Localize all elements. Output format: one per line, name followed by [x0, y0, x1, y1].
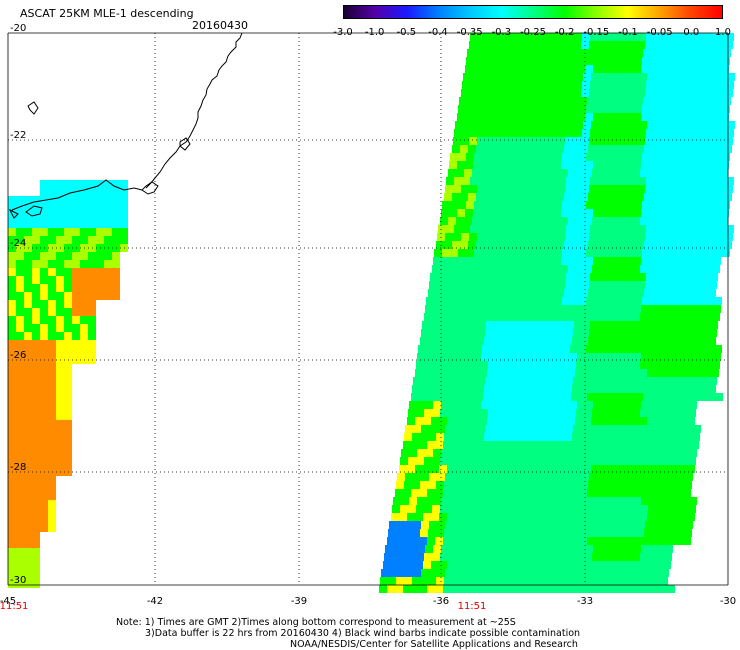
- lon-tick-label: -45: [0, 596, 16, 607]
- map-title: ASCAT 25KM MLE-1 descending: [20, 7, 194, 20]
- colorbar-tick-label: -0.2: [555, 27, 575, 38]
- time-label: 11:51: [458, 601, 487, 612]
- colorbar-tick-label: -0.3: [492, 27, 512, 38]
- coastline-brazil: [145, 32, 243, 189]
- colorbar-tick-label: 1.0: [715, 27, 731, 38]
- lat-tick-label: -26: [10, 350, 26, 361]
- colorbar-tick-label: -0.4: [428, 27, 448, 38]
- colorbar-tick-label: -0.1: [618, 27, 638, 38]
- colorbar-tick-label: -1.0: [365, 27, 385, 38]
- lat-tick-label: -28: [10, 462, 26, 473]
- lon-tick-label: -36: [433, 596, 449, 607]
- coastline-ilha-grande: [8, 205, 43, 219]
- note-line-1: Note: 1) Times are GMT 2)Times along bot…: [116, 617, 516, 628]
- time-label: 11:51: [0, 601, 28, 612]
- swath-right: [379, 33, 735, 593]
- coastline-guanabara: [141, 181, 159, 195]
- coastline-rio: [11, 179, 143, 211]
- note-line-2: 3)Data buffer is 22 hrs from 20160430 4)…: [145, 628, 581, 639]
- colorbar-tick-label: -0.05: [647, 27, 673, 38]
- lon-tick-label: -39: [291, 596, 307, 607]
- colorbar-tick-label: 0.0: [683, 27, 699, 38]
- lat-tick-label: -24: [10, 238, 26, 249]
- colorbar-tick-label: -3.0: [333, 27, 353, 38]
- colorbar-tick-label: -0.35: [457, 27, 483, 38]
- lat-tick-label: -30: [10, 575, 26, 586]
- coastline: [8, 32, 243, 219]
- lon-tick-label: -30: [720, 596, 736, 607]
- lat-tick-label: -22: [10, 130, 26, 141]
- coastline-cabo-frio: [179, 137, 191, 151]
- grid-lines: [7, 32, 729, 586]
- note-line-3: NOAA/NESDIS/Center for Satellite Applica…: [290, 639, 578, 650]
- colorbar-tick-label: -0.25: [520, 27, 546, 38]
- map-date: 20160430: [192, 19, 248, 32]
- colorbar-tick-label: -0.15: [583, 27, 609, 38]
- coastline-sao-paulo-inlet: [27, 101, 39, 115]
- lon-tick-label: -42: [147, 596, 163, 607]
- axis-labels: -45 -42 -39 -36 -33 -30 -20 -22 -24 -26 -28 -30 11:5…: [0, 23, 736, 612]
- lat-tick-label: -20: [10, 23, 26, 34]
- colorbar: [343, 5, 723, 19]
- colorbar-tick-label: -0.5: [397, 27, 417, 38]
- lon-tick-label: -33: [577, 596, 593, 607]
